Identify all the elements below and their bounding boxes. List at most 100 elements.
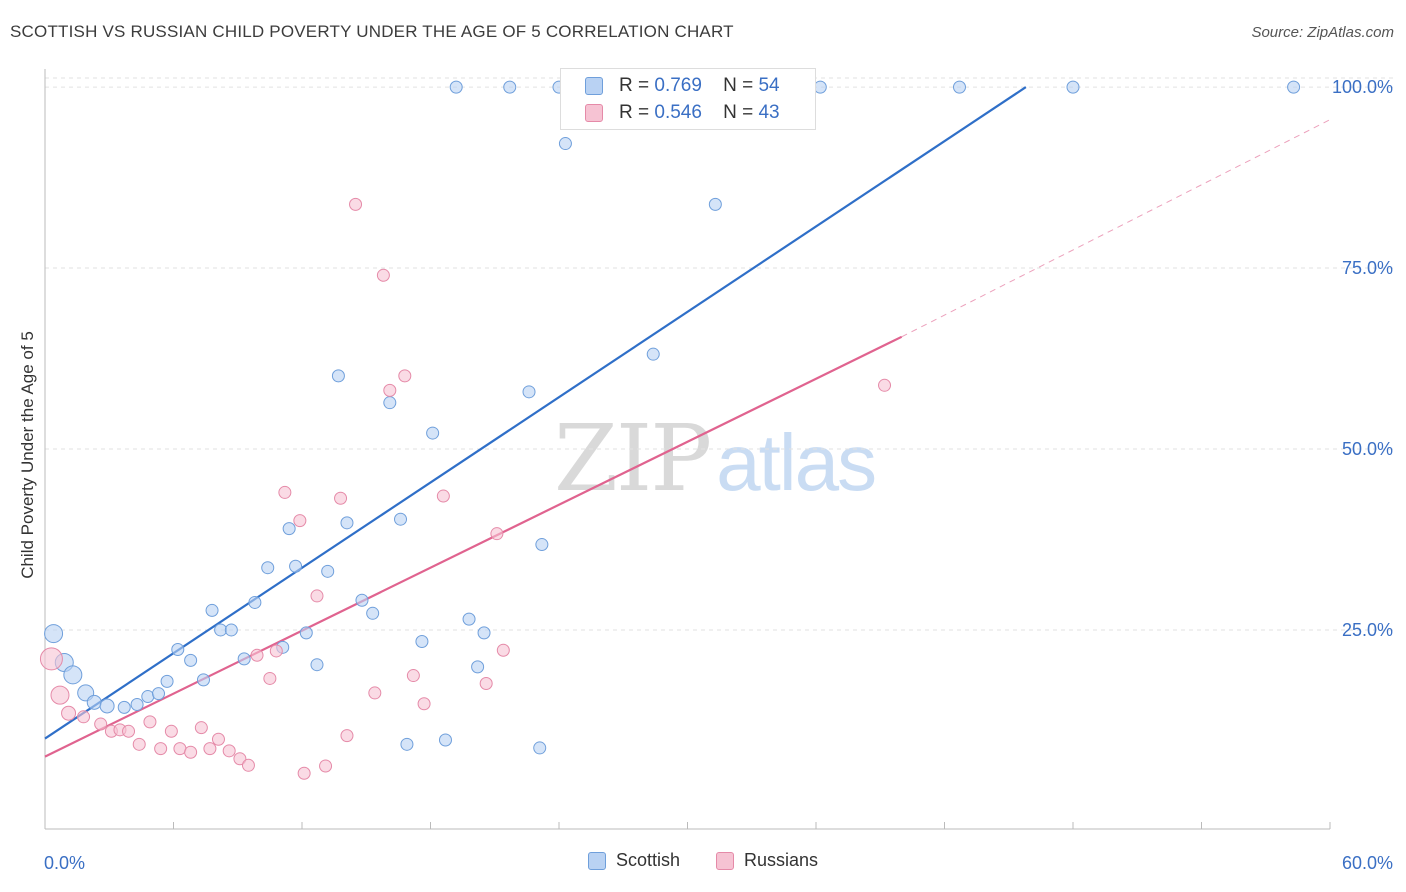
russian-point — [263, 671, 277, 685]
russians-legend-swatch — [716, 851, 734, 870]
scottish-point — [340, 516, 354, 530]
russian-point — [349, 197, 363, 211]
legend-r-value-scottish: 0.769 — [654, 75, 702, 96]
russian-point — [164, 724, 178, 738]
russian-point — [39, 647, 63, 671]
scottish-point — [535, 538, 549, 552]
scottish-point — [237, 652, 251, 666]
russian-point — [436, 489, 450, 503]
russian-point — [173, 742, 187, 756]
scottish-point — [394, 512, 408, 526]
scottish-point — [160, 674, 174, 688]
russian-point — [479, 677, 493, 691]
scottish-point — [310, 658, 324, 672]
russian-point — [340, 729, 354, 743]
scottish-point — [1287, 80, 1301, 94]
russian-point — [368, 686, 382, 700]
scottish-point — [184, 653, 198, 667]
legend-r-label: R = — [619, 75, 650, 96]
scottish-point — [289, 559, 303, 573]
y-tick-label: 75.0% — [1342, 258, 1393, 278]
tick-labels: 25.0% 50.0% 75.0% 100.0% 0.0% 60.0% — [44, 77, 1393, 873]
scottish-point — [415, 635, 429, 649]
scottish-point — [503, 80, 517, 94]
scottish-point — [558, 137, 572, 151]
scottish-point — [449, 80, 463, 94]
russian-point — [50, 685, 70, 705]
legend-item-russians: Russians — [716, 850, 818, 871]
legend-label-scottish: Scottish — [615, 850, 680, 870]
scottish-point — [321, 564, 335, 578]
scottish-point — [196, 673, 210, 687]
scottish-point — [261, 561, 275, 575]
legend-row-scottish: R = 0.769 N = 54 — [585, 73, 780, 99]
x-tick-label-min: 0.0% — [44, 853, 85, 873]
scottish-point — [646, 347, 660, 361]
scottish-point — [152, 687, 166, 701]
scottish-point — [708, 197, 722, 211]
russian-point — [184, 745, 198, 759]
data-points — [39, 80, 1301, 780]
russians-swatch — [585, 104, 603, 122]
russian-point — [383, 383, 397, 397]
russian-point — [241, 758, 255, 772]
scottish-point — [426, 426, 440, 440]
scottish-point — [117, 700, 131, 714]
russian-point — [143, 715, 157, 729]
scottish-point — [355, 593, 369, 607]
scottish-point — [477, 626, 491, 640]
x-tick-label-max: 60.0% — [1342, 853, 1393, 873]
russian-point — [154, 742, 168, 756]
legend-item-scottish: Scottish — [587, 850, 680, 871]
grid-lines — [45, 77, 1395, 631]
russian-point — [203, 742, 217, 756]
russian-point — [269, 644, 283, 658]
russian-point — [94, 717, 108, 731]
russian-point — [319, 759, 333, 773]
scottish-swatch — [585, 77, 603, 95]
russian-point — [878, 378, 892, 392]
legend-label-russians: Russians — [744, 850, 819, 870]
russian-point — [334, 491, 348, 505]
scottish-point — [400, 737, 414, 751]
russian-point — [310, 589, 324, 603]
russian-point — [132, 737, 146, 751]
scottish-point — [205, 603, 219, 617]
source-label: Source: ZipAtlas.com — [1251, 24, 1394, 41]
legend-n-value-scottish: 54 — [758, 75, 780, 96]
russian-point — [496, 643, 510, 657]
scottish-point — [383, 396, 397, 410]
scottish-point — [99, 698, 115, 714]
scottish-point — [86, 694, 102, 710]
scottish-point — [1066, 80, 1080, 94]
russian-trend-extension — [901, 119, 1331, 338]
scottish-point — [171, 642, 185, 656]
scottish-point — [299, 626, 313, 640]
axes — [44, 69, 1331, 830]
scottish-point — [248, 595, 262, 609]
scottish-legend-swatch — [587, 851, 606, 870]
russian-point — [233, 752, 247, 766]
russian-point — [297, 766, 311, 780]
legend-n-value-russians: 43 — [758, 102, 780, 123]
russian-point — [122, 724, 136, 738]
y-axis-label: Child Poverty Under the Age of 5 — [18, 331, 37, 579]
scottish-point — [471, 660, 485, 674]
russian-point — [406, 669, 420, 683]
y-tick-label: 25.0% — [1342, 620, 1393, 640]
scottish-point — [141, 690, 155, 704]
scottish-point — [214, 623, 228, 637]
russian-point — [77, 710, 91, 724]
russian-point — [250, 648, 264, 662]
russian-point — [278, 485, 292, 499]
russian-point — [490, 527, 504, 541]
legend-n-label: N = — [723, 102, 754, 123]
russian-point — [61, 705, 77, 721]
scottish-point — [438, 733, 452, 747]
legend-r-label: R = — [619, 102, 650, 123]
russian-point — [211, 732, 225, 746]
scottish-point — [952, 80, 966, 94]
russian-point — [398, 369, 412, 383]
scottish-point — [533, 741, 547, 755]
